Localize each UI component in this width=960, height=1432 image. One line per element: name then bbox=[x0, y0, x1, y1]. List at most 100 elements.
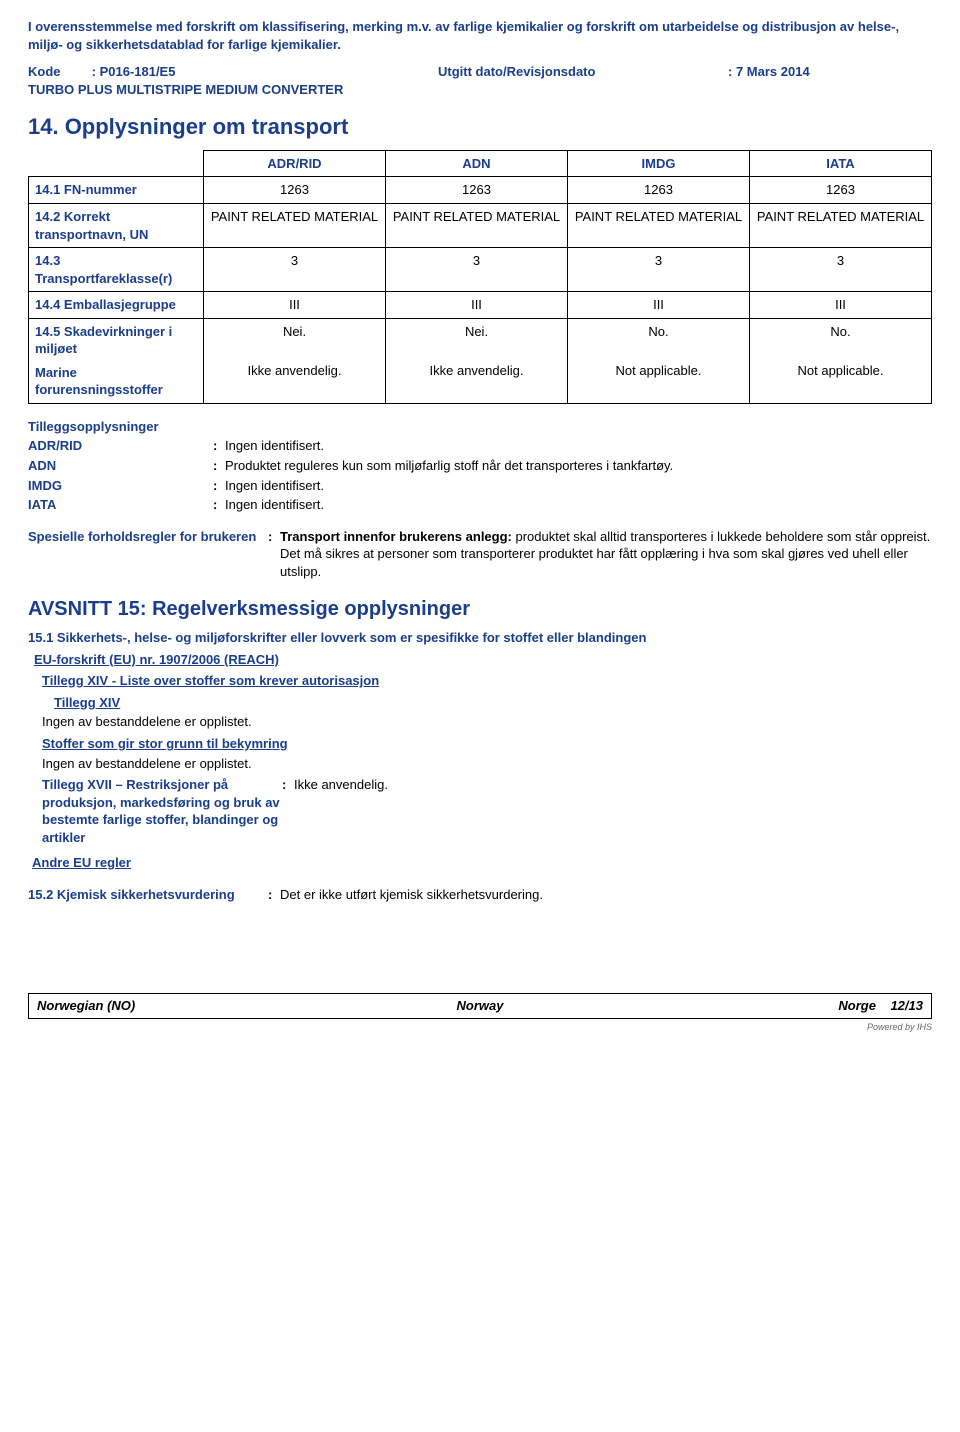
row-fn-label: 14.1 FN-nummer bbox=[29, 177, 204, 204]
annex14: Tillegg XIV bbox=[54, 694, 932, 712]
addl-val: Produktet reguleres kun som miljøfarlig … bbox=[225, 457, 932, 475]
s152-key: 15.2 Kjemisk sikkerhetsvurdering bbox=[28, 886, 268, 904]
row-hazard-label1: 14.5 Skadevirkninger i miljøet bbox=[35, 323, 197, 358]
annex17-row: Tillegg XVII – Restriksjoner på produksj… bbox=[28, 776, 932, 846]
cell: 1263 bbox=[386, 177, 568, 204]
header-meta-row: Kode : P016-181/E5 Utgitt dato/Revisjons… bbox=[28, 63, 932, 81]
footer-right: Norge 12/13 bbox=[628, 997, 923, 1015]
kode-colon: : bbox=[88, 63, 100, 81]
hazard-val2: Ikke anvendelig. bbox=[392, 362, 561, 380]
section-15-1: 15.1 Sikkerhets-, helse- og miljøforskri… bbox=[28, 629, 932, 647]
additional-info-title: Tilleggsopplysninger bbox=[28, 418, 932, 436]
col-imdg: IMDG bbox=[568, 150, 750, 177]
hazard-val2: Not applicable. bbox=[574, 362, 743, 380]
cell: No. Not applicable. bbox=[568, 318, 750, 403]
header-intro: I overensstemmelse med forskrift om klas… bbox=[28, 18, 932, 53]
colon: : bbox=[213, 437, 225, 455]
kode-label: Kode bbox=[28, 63, 88, 81]
hazard-val2: Not applicable. bbox=[756, 362, 925, 380]
footer-page: 12/13 bbox=[890, 998, 923, 1013]
date-colon: : bbox=[728, 63, 736, 81]
svhc: Stoffer som gir stor grunn til bekymring bbox=[42, 735, 932, 753]
colon: : bbox=[213, 496, 225, 514]
table-row: 14.3 Transportfareklasse(r) 3 3 3 3 bbox=[29, 248, 932, 292]
cell: PAINT RELATED MATERIAL bbox=[386, 203, 568, 247]
table-header-row: ADR/RID ADN IMDG IATA bbox=[29, 150, 932, 177]
hazard-val2: Ikke anvendelig. bbox=[210, 362, 379, 380]
cell: III bbox=[750, 292, 932, 319]
cell: Nei. Ikke anvendelig. bbox=[204, 318, 386, 403]
transport-table: ADR/RID ADN IMDG IATA 14.1 FN-nummer 126… bbox=[28, 150, 932, 404]
col-adr: ADR/RID bbox=[204, 150, 386, 177]
cell: 1263 bbox=[568, 177, 750, 204]
addl-val: Ingen identifisert. bbox=[225, 477, 932, 495]
footer-country: Norge bbox=[838, 998, 876, 1013]
hazard-val1: Nei. bbox=[210, 323, 379, 341]
date-label: Utgitt dato/Revisjonsdato bbox=[438, 63, 728, 81]
kode-value: P016-181/E5 bbox=[100, 63, 176, 81]
colon: : bbox=[213, 457, 225, 475]
colon: : bbox=[268, 528, 280, 581]
cell: III bbox=[386, 292, 568, 319]
row-class-label: 14.3 Transportfareklasse(r) bbox=[29, 248, 204, 292]
section-14-title: 14. Opplysninger om transport bbox=[28, 112, 932, 142]
addl-row: IATA : Ingen identifisert. bbox=[28, 496, 932, 514]
cell: 3 bbox=[204, 248, 386, 292]
footer-bar: Norwegian (NO) Norway Norge 12/13 bbox=[28, 993, 932, 1019]
cell: 3 bbox=[750, 248, 932, 292]
annex17-val: Ikke anvendelig. bbox=[294, 776, 932, 846]
addl-key: IATA bbox=[28, 496, 213, 514]
footer-left: Norwegian (NO) bbox=[37, 997, 332, 1015]
product-name: TURBO PLUS MULTISTRIPE MEDIUM CONVERTER bbox=[28, 81, 932, 99]
powered-by: Powered by IHS bbox=[28, 1021, 932, 1033]
colon: : bbox=[213, 477, 225, 495]
table-row: 14.1 FN-nummer 1263 1263 1263 1263 bbox=[29, 177, 932, 204]
reach-ref: EU-forskrift (EU) nr. 1907/2006 (REACH) bbox=[34, 651, 932, 669]
cell: PAINT RELATED MATERIAL bbox=[750, 203, 932, 247]
addl-val: Ingen identifisert. bbox=[225, 437, 932, 455]
date-value: 7 Mars 2014 bbox=[736, 63, 810, 81]
cell: 3 bbox=[386, 248, 568, 292]
special-precautions: Spesielle forholdsregler for brukeren : … bbox=[28, 528, 932, 581]
section-15-title: AVSNITT 15: Regelverksmessige opplysning… bbox=[28, 596, 932, 623]
none-listed-1: Ingen av bestanddelene er opplistet. bbox=[42, 713, 932, 731]
hazard-val1: No. bbox=[574, 323, 743, 341]
cell: 1263 bbox=[750, 177, 932, 204]
cell: No. Not applicable. bbox=[750, 318, 932, 403]
table-row: 14.2 Korrekt transportnavn, UN PAINT REL… bbox=[29, 203, 932, 247]
annex14-list: Tillegg XIV - Liste over stoffer som kre… bbox=[42, 672, 932, 690]
row-hazard-label: 14.5 Skadevirkninger i miljøet Marine fo… bbox=[29, 318, 204, 403]
addl-row: IMDG : Ingen identifisert. bbox=[28, 477, 932, 495]
special-val: Transport innenfor brukerens anlegg: pro… bbox=[280, 528, 932, 581]
col-iata: IATA bbox=[750, 150, 932, 177]
none-listed-2: Ingen av bestanddelene er opplistet. bbox=[42, 755, 932, 773]
cell: PAINT RELATED MATERIAL bbox=[204, 203, 386, 247]
other-eu-rules: Andre EU regler bbox=[32, 854, 932, 872]
colon: : bbox=[282, 776, 294, 846]
s152-val: Det er ikke utført kjemisk sikkerhetsvur… bbox=[280, 886, 932, 904]
cell: III bbox=[204, 292, 386, 319]
cell: Nei. Ikke anvendelig. bbox=[386, 318, 568, 403]
addl-key: IMDG bbox=[28, 477, 213, 495]
annex17-key: Tillegg XVII – Restriksjoner på produksj… bbox=[42, 776, 282, 846]
hazard-val1: No. bbox=[756, 323, 925, 341]
table-row: 14.4 Emballasjegruppe III III III III bbox=[29, 292, 932, 319]
row-hazard-label2: Marine forurensningsstoffer bbox=[35, 364, 197, 399]
footer-mid: Norway bbox=[332, 997, 627, 1015]
special-val-bold: Transport innenfor brukerens anlegg: bbox=[280, 529, 512, 544]
colon: : bbox=[268, 886, 280, 904]
row-pack-label: 14.4 Emballasjegruppe bbox=[29, 292, 204, 319]
addl-key: ADN bbox=[28, 457, 213, 475]
special-key: Spesielle forholdsregler for brukeren bbox=[28, 528, 268, 581]
addl-row: ADR/RID : Ingen identifisert. bbox=[28, 437, 932, 455]
section-15-2: 15.2 Kjemisk sikkerhetsvurdering : Det e… bbox=[28, 886, 932, 904]
additional-info-block: Tilleggsopplysninger ADR/RID : Ingen ide… bbox=[28, 418, 932, 514]
col-adn: ADN bbox=[386, 150, 568, 177]
hazard-val1: Nei. bbox=[392, 323, 561, 341]
cell: 3 bbox=[568, 248, 750, 292]
cell: 1263 bbox=[204, 177, 386, 204]
row-name-label: 14.2 Korrekt transportnavn, UN bbox=[29, 203, 204, 247]
cell: III bbox=[568, 292, 750, 319]
cell: PAINT RELATED MATERIAL bbox=[568, 203, 750, 247]
addl-val: Ingen identifisert. bbox=[225, 496, 932, 514]
